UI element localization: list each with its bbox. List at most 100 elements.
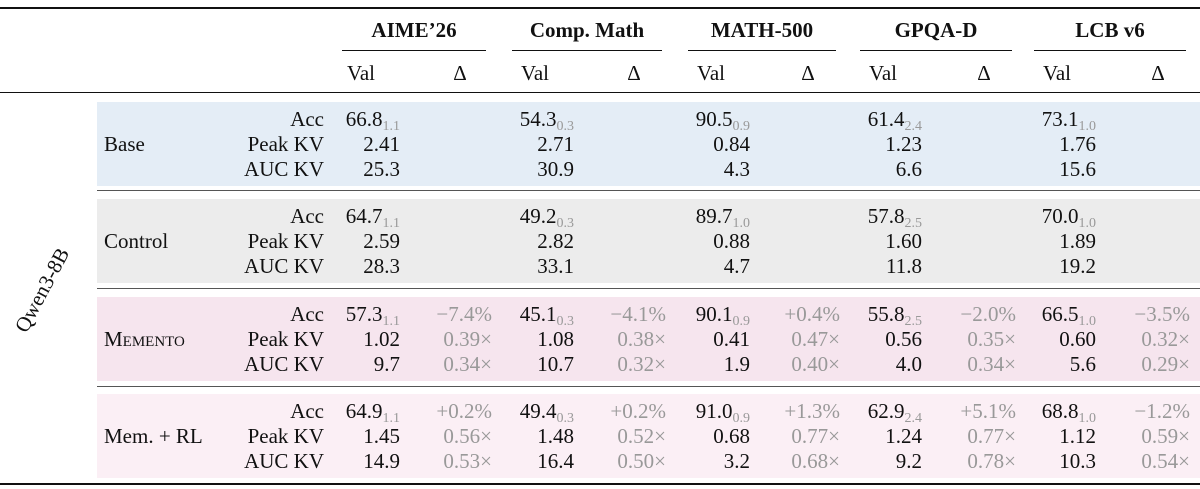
method-label: Mem. + RL <box>104 424 203 448</box>
value: 6.6 <box>895 157 922 181</box>
value: 0.60 <box>1059 327 1096 351</box>
value-cell: 10.3 <box>1006 448 1096 474</box>
value-cell: 28.3 <box>310 253 400 279</box>
delta-cell: −4.1% <box>610 302 666 326</box>
metric-label: Peak KV <box>247 327 324 351</box>
value-cell: 57.82.5 <box>832 203 923 231</box>
std-dev: 1.1 <box>382 411 401 426</box>
value: 3.2 <box>723 449 750 473</box>
value: 1.45 <box>363 424 400 448</box>
metric-label: AUC KV <box>244 449 324 473</box>
value: 1.23 <box>885 132 922 156</box>
column-header: Δ <box>627 61 641 85</box>
value-cell: 91.00.9 <box>660 398 751 426</box>
value: 66.5 <box>1041 302 1079 326</box>
metric-label: Acc <box>290 204 324 228</box>
value: 1.24 <box>885 424 922 448</box>
value: 19.2 <box>1059 254 1096 278</box>
value: 10.3 <box>1059 449 1096 473</box>
value: 90.1 <box>695 302 733 326</box>
std-dev: 2.5 <box>904 314 923 329</box>
delta-cell: +5.1% <box>960 399 1016 423</box>
std-dev: 0.3 <box>556 411 575 426</box>
method-label: Memento <box>104 327 185 351</box>
value-cell: 14.9 <box>310 448 400 474</box>
value-cell: 2.71 <box>484 131 574 157</box>
value-cell: 68.81.0 <box>1006 398 1096 426</box>
value: 55.8 <box>867 302 905 326</box>
value: 4.0 <box>895 352 922 376</box>
std-dev: 1.0 <box>1078 216 1097 231</box>
delta-cell: 0.39× <box>443 327 492 351</box>
std-dev: 0.3 <box>556 119 575 134</box>
value-cell: 9.2 <box>832 448 922 474</box>
value-cell: 57.31.1 <box>310 301 400 329</box>
delta-cell: 0.56× <box>443 424 492 448</box>
value-cell: 19.2 <box>1006 253 1096 279</box>
std-dev: 2.4 <box>904 119 923 134</box>
value-cell: 0.88 <box>660 228 750 254</box>
std-dev: 0.3 <box>556 314 575 329</box>
value: 0.84 <box>713 132 750 156</box>
delta-cell: +0.2% <box>610 399 666 423</box>
value-cell: 25.3 <box>310 156 400 182</box>
value: 57.8 <box>867 204 905 228</box>
column-header: Val <box>521 61 549 85</box>
value-cell: 1.23 <box>832 131 922 157</box>
column-header: Val <box>869 61 897 85</box>
value-cell: 6.6 <box>832 156 922 182</box>
value-cell: 0.56 <box>832 326 922 352</box>
delta-cell: +1.3% <box>784 399 840 423</box>
value: 0.41 <box>713 327 750 351</box>
group-underline <box>688 50 836 51</box>
value-cell: 1.08 <box>484 326 574 352</box>
std-dev: 0.9 <box>732 411 751 426</box>
value-cell: 62.92.4 <box>832 398 922 426</box>
delta-cell: +0.2% <box>436 399 492 423</box>
group-underline <box>860 50 1012 51</box>
delta-cell: 0.34× <box>967 352 1016 376</box>
delta-cell: 0.35× <box>967 327 1016 351</box>
value: 4.7 <box>723 254 750 278</box>
value-cell: 33.1 <box>484 253 574 279</box>
column-header: Val <box>1043 61 1071 85</box>
value-cell: 9.7 <box>310 351 400 377</box>
value-cell: 45.10.3 <box>484 301 575 329</box>
value: 70.0 <box>1041 204 1079 228</box>
metric-label: Acc <box>290 399 324 423</box>
value-cell: 0.60 <box>1006 326 1096 352</box>
delta-cell: 0.38× <box>617 327 666 351</box>
header-rule <box>0 92 1200 93</box>
base-band <box>97 102 1200 186</box>
control-band <box>97 199 1200 283</box>
std-dev: 1.0 <box>732 216 751 231</box>
value-cell: 1.89 <box>1006 228 1096 254</box>
std-dev: 0.9 <box>732 314 751 329</box>
value-cell: 64.91.1 <box>310 398 401 426</box>
value: 2.71 <box>537 132 574 156</box>
group-underline <box>1034 50 1186 51</box>
value-cell: 1.12 <box>1006 423 1096 449</box>
value-cell: 1.76 <box>1006 131 1096 157</box>
metric-label: Acc <box>290 302 324 326</box>
delta-cell: 0.32× <box>617 352 666 376</box>
value-cell: 3.2 <box>660 448 750 474</box>
value-cell: 2.59 <box>310 228 400 254</box>
group-underline <box>512 50 662 51</box>
value: 9.7 <box>373 352 400 376</box>
value-cell: 1.9 <box>660 351 750 377</box>
std-dev: 1.1 <box>382 119 401 134</box>
value: 10.7 <box>537 352 574 376</box>
std-dev: 0.3 <box>556 216 575 231</box>
value-cell: 66.51.0 <box>1006 301 1096 329</box>
value: 9.2 <box>895 449 922 473</box>
column-header: Val <box>347 61 375 85</box>
value-cell: 64.71.1 <box>310 203 400 231</box>
value-cell: 4.3 <box>660 156 750 182</box>
std-dev: 2.5 <box>904 216 923 231</box>
delta-cell: 0.32× <box>1141 327 1190 351</box>
value: 33.1 <box>537 254 574 278</box>
column-header: Δ <box>801 61 815 85</box>
metric-label: AUC KV <box>244 157 324 181</box>
value-cell: 89.71.0 <box>660 203 751 231</box>
